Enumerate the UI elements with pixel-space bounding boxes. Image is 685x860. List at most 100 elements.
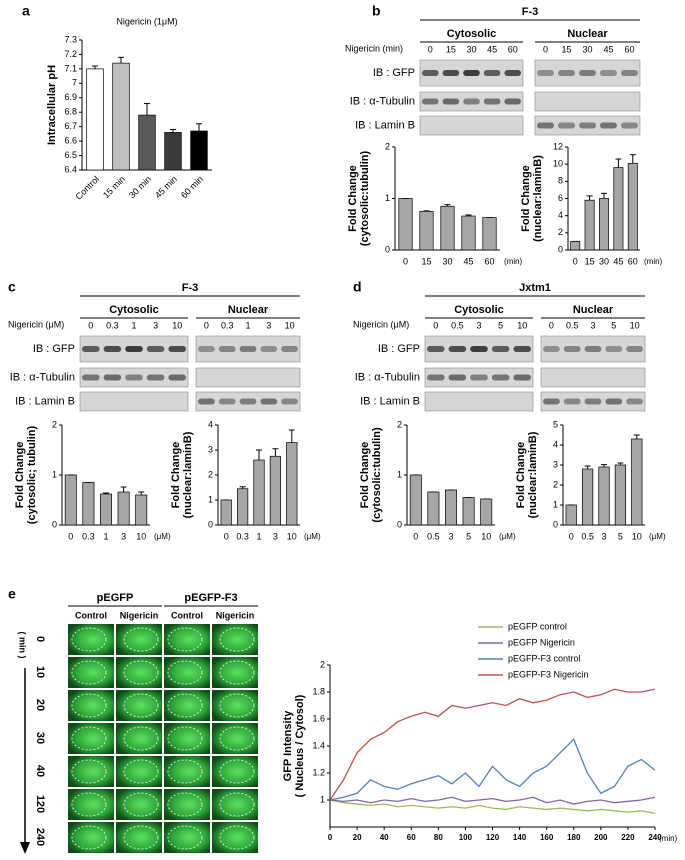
band [82,346,100,352]
bar [419,211,434,251]
y-tick-label: 0 [52,519,57,529]
cell-outline [219,759,255,784]
band [125,374,143,381]
x-tick-label: 10 [481,531,491,541]
x-tick-label: 10 [632,531,642,541]
y-tick-label: 8 [558,176,563,186]
band [626,398,643,405]
x-tick-label: 40 [380,833,389,842]
dose-label: 30 [466,44,476,54]
band [198,398,215,405]
group-label: Cytosolic [447,28,497,40]
x-tick-label: 220 [621,833,635,842]
construct-label: pEGFP-F3 [184,592,237,604]
cell-image [68,690,114,721]
y-tick-label: 2 [320,659,325,669]
cell-outline [71,825,107,850]
blot-strip [419,91,524,112]
band [239,346,257,352]
x-tick-label: 0.3 [82,531,95,541]
cell-outline [167,759,203,784]
x-unit: (μM) [154,532,171,541]
cell-outline [167,726,203,751]
band [218,398,236,405]
blot-strip [79,367,189,388]
band [239,398,257,405]
cell-image [212,756,258,787]
y-tick-label: 1.4 [312,740,325,750]
y-tick-label: 6.4 [64,164,77,174]
bar [482,217,497,251]
time-value: 20 [34,699,46,711]
x-tick-label: 3 [448,531,453,541]
bar [427,491,440,526]
dose-label: 3 [153,320,158,330]
y-axis-label: (cytosolic:tubulin) [359,151,371,247]
y-tick-label: 1 [385,193,390,203]
y-axis-label: Fold Change [515,442,527,509]
dose-label: 1 [131,320,136,330]
cell-outline [219,627,255,652]
bar [82,482,95,526]
bar [135,494,148,526]
dose-label: 1 [245,320,250,330]
bar [614,464,626,526]
x-tick-label: 240 [648,833,662,842]
x-tick-label: 180 [567,833,581,842]
x-tick-label: 3 [121,531,126,541]
time-value: 0 [34,636,46,642]
y-axis-label: Intracellular pH [46,65,58,145]
dose-label: 3 [590,320,595,330]
y-tick-label: 6.9 [64,92,77,102]
band [442,70,460,76]
cell-outline [219,825,255,850]
x-tick-label: 60 [484,256,494,266]
band [483,98,501,105]
y-tick-label: 7.1 [64,63,77,73]
y-tick-label: 1.6 [312,713,325,723]
cell-image [212,624,258,655]
dose-label: 30 [582,44,592,54]
y-tick-label: 1.2 [312,767,325,777]
dose-label: 0.3 [106,320,119,330]
band [563,346,581,352]
x-tick-label: 80 [434,833,443,842]
cell-image [116,690,162,721]
x-tick-label: 0 [413,531,418,541]
x-tick-label: 5 [466,531,471,541]
y-tick-label: 0 [397,519,402,529]
cell-image [116,657,162,688]
x-tick-label: 0 [403,256,408,266]
x-tick-label: 15 min [101,174,127,200]
bar [269,455,281,526]
x-tick-label: 45 min [153,174,179,200]
band [427,374,445,381]
cell-outline [123,693,159,718]
y-axis-label: ( Nucleus / Cytosol) [294,694,306,797]
panel-label: c [8,279,16,295]
treatment-label: Nigericin (μM) [8,319,64,329]
x-unit: (min) [504,257,523,266]
bar [112,62,130,171]
y-tick-label: 5 [553,419,558,429]
row-label: IB : GFP [33,343,75,355]
y-axis-label: (cytosolic:tubulin) [371,427,383,523]
bar [220,499,232,526]
cell-image [68,723,114,754]
x-tick-label: 10 [287,531,297,541]
x-tick-label: 0 [569,531,574,541]
condition-label: Control [171,610,203,620]
y-tick-label: 1 [397,469,402,479]
cell-image [116,624,162,655]
y-axis-label: Fold Change [14,442,26,509]
band [168,346,186,352]
y-axis-label: (cytosolic; tubulin) [26,425,38,524]
y-tick-label: 4 [558,210,563,220]
band [422,98,439,105]
y-tick-label: 2 [558,227,563,237]
x-tick-label: 15 [421,256,431,266]
condition-label: Control [75,610,107,620]
band [563,398,581,405]
construct-label: pEGFP [97,592,134,604]
bar [461,215,476,251]
